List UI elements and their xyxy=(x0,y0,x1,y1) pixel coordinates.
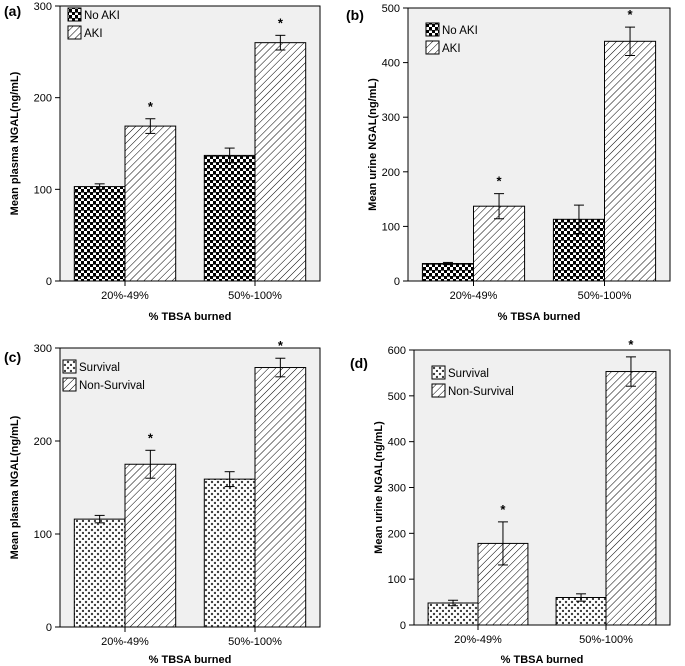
bar xyxy=(555,597,607,626)
y-tick-label: 100 xyxy=(34,184,52,196)
bar xyxy=(605,371,657,626)
y-tick-label: 0 xyxy=(400,620,406,632)
x-tick-label: 20%-49% xyxy=(450,290,498,302)
legend-label-series-1: Survival xyxy=(79,362,120,374)
legend-swatch xyxy=(431,383,446,398)
x-axis-title: % TBSA burned xyxy=(149,311,232,323)
legend-label-series-2: Non-Survival xyxy=(79,380,145,392)
legend-swatch xyxy=(62,359,77,374)
chart-panel-c: (c) Mean plasma NGAL(ng/mL) % TBSA burne… xyxy=(4,338,321,666)
y-tick-label: 100 xyxy=(382,221,400,233)
y-tick-label: 0 xyxy=(46,276,52,288)
y-tick-label: 200 xyxy=(34,436,52,448)
y-tick-label: 0 xyxy=(46,622,52,634)
significance-star: * xyxy=(628,7,634,22)
panel-label: (c) xyxy=(4,349,21,365)
significance-star: * xyxy=(500,502,506,517)
x-tick-label: 50%-100% xyxy=(228,636,282,648)
x-tick-label: 20%-49% xyxy=(101,636,149,648)
x-tick-label: 50%-100% xyxy=(228,290,282,302)
bar xyxy=(473,205,526,282)
bar xyxy=(124,125,177,282)
x-tick-label: 20%-49% xyxy=(454,634,502,646)
bar xyxy=(73,518,126,628)
y-tick-label: 500 xyxy=(382,3,400,15)
x-tick-label: 50%-100% xyxy=(578,290,632,302)
y-tick-label: 600 xyxy=(388,345,406,357)
chart-panel-d: (d) Mean urine NGAL(ng/mL) % TBSA burned… xyxy=(350,337,671,666)
y-tick-label: 400 xyxy=(388,437,406,449)
bar xyxy=(254,42,307,282)
significance-star: * xyxy=(628,337,634,352)
chart-panel-a: (a) Mean plasma NGAL(ng/mL) % TBSA burne… xyxy=(4,1,321,323)
significance-star: * xyxy=(148,99,154,114)
bar xyxy=(124,463,177,628)
y-axis-title: Mean urine NGAL(ng/mL) xyxy=(373,421,385,554)
legend-label-series-1: No AKI xyxy=(84,10,120,22)
y-tick-label: 200 xyxy=(382,167,400,179)
y-tick-label: 400 xyxy=(382,58,400,70)
x-tick-label: 20%-49% xyxy=(101,290,149,302)
legend-label-series-2: AKI xyxy=(442,43,461,55)
legend-swatch xyxy=(425,22,440,37)
legend-swatch xyxy=(62,377,77,392)
bar xyxy=(421,263,475,282)
y-tick-label: 500 xyxy=(388,391,406,403)
legend-label-series-1: Survival xyxy=(448,368,489,380)
y-tick-label: 200 xyxy=(34,93,52,105)
y-tick-label: 100 xyxy=(34,529,52,541)
bar xyxy=(427,602,479,626)
y-tick-label: 100 xyxy=(388,574,406,586)
y-tick-label: 0 xyxy=(394,276,400,288)
y-axis-title: Mean plasma NGAL(ng/mL) xyxy=(9,415,21,559)
panel-label: (a) xyxy=(4,3,21,19)
chart-panel-b: (b) Mean urine NGAL(ng/mL) % TBSA burned… xyxy=(346,3,671,323)
bar xyxy=(604,40,657,282)
x-tick-label: 50%-100% xyxy=(579,634,633,646)
y-tick-label: 300 xyxy=(34,1,52,13)
legend-swatch xyxy=(67,7,82,22)
legend-swatch xyxy=(425,40,440,55)
significance-star: * xyxy=(278,338,284,353)
y-tick-label: 200 xyxy=(388,528,406,540)
y-tick-label: 300 xyxy=(382,112,400,124)
bar xyxy=(203,154,256,282)
x-axis-title: % TBSA burned xyxy=(149,654,232,666)
bar xyxy=(203,478,256,628)
x-axis-title: % TBSA burned xyxy=(501,654,584,666)
legend-swatch xyxy=(67,25,82,40)
legend-label-series-1: No AKI xyxy=(442,25,478,37)
panel-label: (b) xyxy=(346,7,364,23)
significance-star: * xyxy=(497,174,503,189)
significance-star: * xyxy=(278,15,284,30)
panel-label: (d) xyxy=(350,355,368,371)
x-axis-title: % TBSA burned xyxy=(498,311,581,323)
legend-swatch xyxy=(431,365,446,380)
y-axis-title: Mean plasma NGAL(ng/mL) xyxy=(9,71,21,215)
y-tick-label: 300 xyxy=(388,483,406,495)
legend-label-series-2: AKI xyxy=(84,28,103,40)
legend-label-series-2: Non-Survival xyxy=(448,386,514,398)
significance-star: * xyxy=(148,430,154,445)
y-axis-title: Mean urine NGAL(ng/mL) xyxy=(367,78,379,211)
bar xyxy=(254,367,307,628)
y-tick-label: 300 xyxy=(34,343,52,355)
bar xyxy=(73,186,126,282)
